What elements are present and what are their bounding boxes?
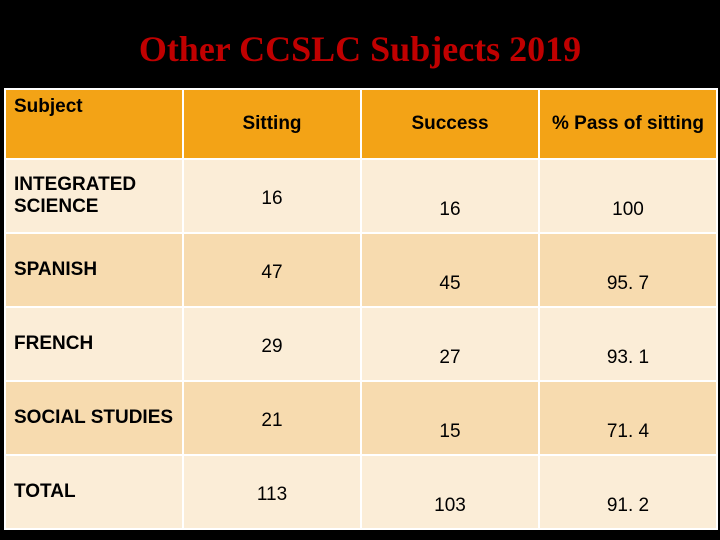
cell-success: 16: [361, 159, 539, 233]
cell-subject: INTEGRATED SCIENCE: [5, 159, 183, 233]
table-row: FRENCH 29 27 93. 1: [5, 307, 717, 381]
subjects-table: Subject Sitting Success % Pass of sittin…: [4, 88, 718, 530]
cell-success: 45: [361, 233, 539, 307]
cell-success: 27: [361, 307, 539, 381]
cell-subject: SPANISH: [5, 233, 183, 307]
table-row: INTEGRATED SCIENCE 16 16 100: [5, 159, 717, 233]
col-pct: % Pass of sitting: [539, 89, 717, 159]
cell-subject: TOTAL: [5, 455, 183, 529]
table-container: Subject Sitting Success % Pass of sittin…: [0, 88, 720, 530]
table-row: TOTAL 113 103 91. 2: [5, 455, 717, 529]
table-header-row: Subject Sitting Success % Pass of sittin…: [5, 89, 717, 159]
cell-pct: 93. 1: [539, 307, 717, 381]
table-row: SOCIAL STUDIES 21 15 71. 4: [5, 381, 717, 455]
col-success: Success: [361, 89, 539, 159]
cell-sitting: 29: [183, 307, 361, 381]
cell-sitting: 16: [183, 159, 361, 233]
cell-pct: 95. 7: [539, 233, 717, 307]
col-subject: Subject: [5, 89, 183, 159]
cell-pct: 100: [539, 159, 717, 233]
col-sitting: Sitting: [183, 89, 361, 159]
cell-sitting: 113: [183, 455, 361, 529]
table-row: SPANISH 47 45 95. 7: [5, 233, 717, 307]
cell-success: 15: [361, 381, 539, 455]
cell-subject: SOCIAL STUDIES: [5, 381, 183, 455]
cell-subject: FRENCH: [5, 307, 183, 381]
cell-pct: 71. 4: [539, 381, 717, 455]
cell-sitting: 21: [183, 381, 361, 455]
cell-pct: 91. 2: [539, 455, 717, 529]
page-title: Other CCSLC Subjects 2019: [0, 0, 720, 88]
cell-success: 103: [361, 455, 539, 529]
cell-sitting: 47: [183, 233, 361, 307]
